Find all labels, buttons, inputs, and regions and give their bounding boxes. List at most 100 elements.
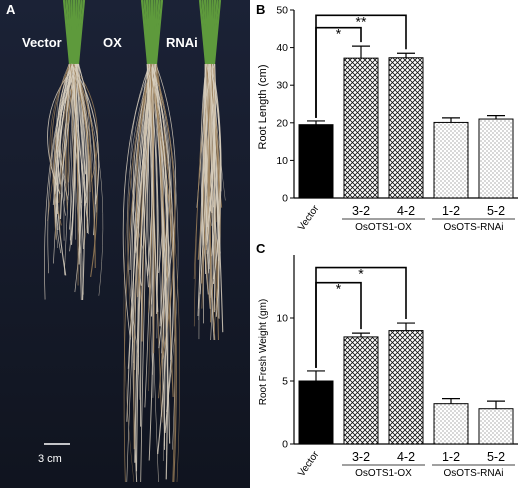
bar-1-2 (433, 121, 469, 199)
bar-1-2 (433, 403, 469, 445)
stem-line (198, 0, 208, 65)
root-photograph: A Vector OX RNAi 3 cm (0, 0, 250, 488)
group-label: OsOTS1-OX (355, 468, 412, 479)
root-strand (55, 63, 73, 217)
root-strand (49, 63, 73, 173)
root-strand (77, 63, 86, 301)
root-strand (198, 63, 206, 309)
root-strand (69, 63, 90, 246)
panel-c-y-axis-label: Root Fresh Weight (gm) (258, 299, 269, 406)
significance-marker: ** (356, 13, 367, 29)
y-tick-label: 30 (276, 80, 288, 92)
root-strand (53, 63, 70, 240)
y-tick-label: 0 (282, 193, 288, 205)
root-strand (126, 63, 151, 483)
root-strand (150, 63, 155, 354)
photo-label-vector: Vector (22, 35, 62, 50)
root-strand (152, 63, 174, 397)
root-strand (206, 63, 215, 227)
root-strand (147, 63, 180, 483)
root-strand (200, 63, 209, 295)
root-strand (213, 63, 223, 208)
stem-line (206, 0, 211, 65)
stem-line (145, 0, 152, 65)
stem-line (62, 0, 72, 65)
root-strand (151, 63, 175, 434)
panel-b-letter: B (256, 2, 265, 17)
bar-3-2 (343, 57, 379, 199)
category-label: 3-2 (352, 204, 370, 218)
panel-b-root-length-chart: 0 10 20 30 40 50 Vector 3-2 4-2 1-2 5-2 OsOTS1-OX Os… (276, 5, 518, 233)
stem-line (152, 0, 159, 65)
bar-4-2 (388, 330, 424, 445)
category-label: 1-2 (442, 450, 460, 464)
stem-line (211, 0, 219, 65)
y-tick-label: 0 (282, 439, 288, 451)
category-label: 5-2 (487, 204, 505, 218)
stem-line (148, 0, 153, 65)
stem-line (67, 0, 74, 65)
bar-Vector (298, 380, 334, 445)
panel-b-y-axis-label: Root Length (cm) (257, 65, 269, 150)
bar-4-2 (388, 57, 424, 199)
category-label: 4-2 (397, 450, 415, 464)
root-strand (149, 63, 168, 349)
stem-line (154, 0, 164, 65)
y-tick-label: 10 (276, 313, 288, 325)
root-strand (56, 63, 70, 184)
root-strand (208, 63, 212, 197)
stem-line (76, 0, 86, 65)
category-label: Vector (296, 203, 322, 233)
root-strand (122, 63, 150, 340)
root-strand (146, 63, 159, 312)
rice-roots (44, 63, 226, 483)
root-strand (137, 63, 150, 400)
root-strand (212, 63, 215, 265)
root-strand (136, 63, 152, 310)
scale-bar-label: 3 cm (38, 453, 62, 465)
y-tick-label: 40 (276, 42, 288, 54)
root-strand (74, 63, 97, 213)
root-strand (47, 63, 74, 274)
stem-line (74, 0, 81, 65)
panel-c-letter: C (256, 241, 266, 256)
stem-line (209, 0, 214, 65)
category-label: 1-2 (442, 204, 460, 218)
stem-line (140, 0, 150, 65)
group-label: OsOTS1-OX (355, 222, 412, 233)
significance-marker: * (358, 266, 364, 282)
root-strand (152, 63, 176, 360)
root-strand (205, 63, 210, 254)
bar-Vector (298, 124, 334, 199)
significance-marker: * (336, 281, 342, 297)
stem-line (65, 0, 73, 65)
root-strand (146, 63, 159, 483)
significance-bracket (315, 14, 407, 118)
root-strand (199, 63, 214, 295)
y-tick-label: 10 (276, 155, 288, 167)
bar-3-2 (343, 336, 379, 445)
stem-line (201, 0, 209, 65)
root-strand (155, 63, 177, 278)
stem-line (210, 0, 217, 65)
bar-5-2 (478, 118, 514, 199)
y-tick-label: 50 (276, 5, 288, 17)
photo-label-ox: OX (103, 35, 122, 50)
root-strand (154, 63, 165, 447)
stem-line (151, 0, 156, 65)
category-label: Vector (296, 449, 322, 479)
panel-a-letter: A (6, 2, 16, 17)
significance-bracket (315, 266, 407, 368)
root-strand (54, 63, 78, 249)
panel-c-root-fresh-weight-chart: 0 5 10 Vector 3-2 4-2 1-2 5-2 OsOTS1-OX OsOTS-RNA… (276, 255, 518, 479)
stem-line (73, 0, 78, 65)
root-strand (129, 63, 150, 270)
stem-line (212, 0, 222, 65)
stem-line (203, 0, 210, 65)
group-label: OsOTS-RNAi (444, 468, 504, 479)
significance-marker: * (336, 26, 342, 42)
category-label: 3-2 (352, 450, 370, 464)
root-strand (69, 63, 77, 252)
root-strand (75, 63, 89, 234)
